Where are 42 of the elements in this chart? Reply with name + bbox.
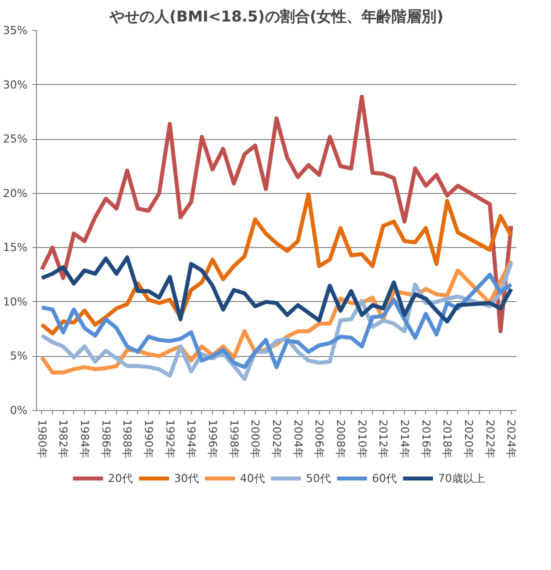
x-tick-label: 1986年 bbox=[99, 420, 112, 458]
x-tick-label: 2000年 bbox=[248, 420, 262, 458]
x-tick-label: 2016年 bbox=[419, 420, 432, 458]
line-series bbox=[40, 192, 514, 336]
legend-label: 60代 bbox=[372, 470, 397, 486]
x-tick-label: 1988年 bbox=[120, 420, 134, 458]
x-tick-label: 2024年 bbox=[504, 420, 518, 458]
x-tick-label: 1996年 bbox=[206, 420, 219, 458]
y-tick-label: 30% bbox=[3, 78, 28, 92]
line-series bbox=[40, 255, 514, 324]
x-tick-label: 1990年 bbox=[142, 420, 155, 458]
x-tick-label: 2020年 bbox=[462, 420, 475, 458]
y-tick-label: 5% bbox=[10, 350, 28, 363]
y-tick-label: 20% bbox=[3, 186, 28, 200]
x-tick-label: 1984年 bbox=[78, 420, 91, 458]
y-tick-label: 35% bbox=[3, 24, 28, 37]
legend-label: 30代 bbox=[174, 470, 199, 486]
x-tick-label: 1982年 bbox=[56, 420, 70, 458]
x-tick-label: 1998年 bbox=[227, 420, 240, 458]
x-tick-label: 2018年 bbox=[440, 420, 454, 458]
chart-title: やせの人(BMI<18.5)の割合(女性、年齢階層別) bbox=[108, 8, 444, 26]
x-tick-label: 1992年 bbox=[163, 420, 176, 458]
y-tick-label: 25% bbox=[3, 132, 28, 146]
legend-label: 40代 bbox=[240, 470, 265, 486]
y-tick-label: 15% bbox=[3, 241, 28, 254]
x-tick-label: 2010年 bbox=[355, 420, 368, 458]
y-tick-label: 10% bbox=[3, 295, 28, 308]
x-tick-label: 2012年 bbox=[376, 420, 390, 458]
x-tick-label: 2014年 bbox=[398, 420, 411, 458]
x-tick-label: 2002年 bbox=[270, 420, 283, 458]
x-tick-label: 2008年 bbox=[334, 420, 347, 458]
legend-label: 20代 bbox=[108, 470, 133, 486]
legend-label: 50代 bbox=[306, 470, 331, 486]
x-tick-label: 1994年 bbox=[184, 420, 198, 458]
x-tick-label: 2006年 bbox=[312, 420, 326, 458]
y-tick-label: 0% bbox=[10, 404, 28, 417]
x-tick-label: 1980年 bbox=[35, 420, 48, 458]
line-series bbox=[40, 272, 514, 370]
line-series bbox=[40, 94, 514, 334]
legend-label: 70歳以上 bbox=[438, 470, 485, 486]
x-tick-label: 2022年 bbox=[483, 420, 496, 458]
x-tick-label: 2004年 bbox=[291, 420, 304, 458]
